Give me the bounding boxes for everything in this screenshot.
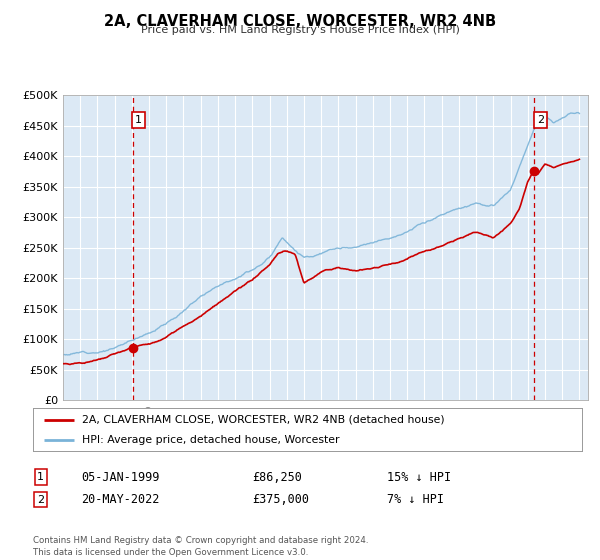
Text: 7% ↓ HPI: 7% ↓ HPI: [387, 493, 444, 506]
Text: 20-MAY-2022: 20-MAY-2022: [81, 493, 160, 506]
Text: HPI: Average price, detached house, Worcester: HPI: Average price, detached house, Worc…: [82, 435, 340, 445]
Text: 15% ↓ HPI: 15% ↓ HPI: [387, 470, 451, 484]
Text: £375,000: £375,000: [252, 493, 309, 506]
Text: 1: 1: [135, 115, 142, 125]
Text: 2A, CLAVERHAM CLOSE, WORCESTER, WR2 4NB: 2A, CLAVERHAM CLOSE, WORCESTER, WR2 4NB: [104, 14, 496, 29]
Text: 05-JAN-1999: 05-JAN-1999: [81, 470, 160, 484]
Text: £86,250: £86,250: [252, 470, 302, 484]
Text: 2: 2: [37, 494, 44, 505]
Text: Price paid vs. HM Land Registry's House Price Index (HPI): Price paid vs. HM Land Registry's House …: [140, 25, 460, 35]
Text: Contains HM Land Registry data © Crown copyright and database right 2024.
This d: Contains HM Land Registry data © Crown c…: [33, 536, 368, 557]
Text: 2: 2: [537, 115, 544, 125]
Text: 1: 1: [37, 472, 44, 482]
Text: 2A, CLAVERHAM CLOSE, WORCESTER, WR2 4NB (detached house): 2A, CLAVERHAM CLOSE, WORCESTER, WR2 4NB …: [82, 415, 445, 424]
